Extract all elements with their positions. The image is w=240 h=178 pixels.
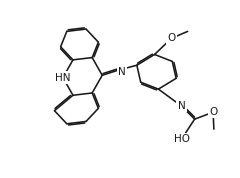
Text: N: N: [178, 101, 185, 111]
Text: HN: HN: [55, 73, 71, 83]
Text: HO: HO: [174, 134, 190, 144]
Text: O: O: [209, 107, 217, 117]
Text: O: O: [167, 33, 176, 43]
Text: N: N: [118, 67, 126, 77]
